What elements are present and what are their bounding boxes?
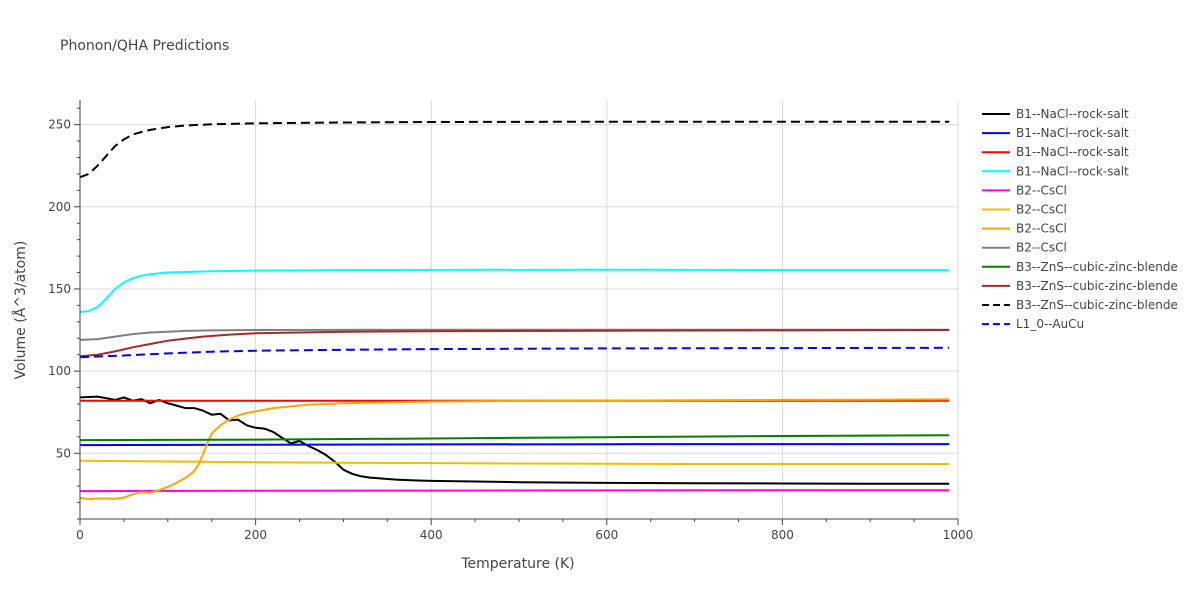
legend-label: B1--NaCl--rock-salt: [1016, 107, 1129, 121]
series-line-12: [79, 346, 950, 359]
legend-item[interactable]: B1--NaCl--rock-salt: [982, 126, 1129, 140]
legend-label: L1_0--AuCu: [1016, 317, 1084, 331]
x-axis-title: Temperature (K): [460, 556, 574, 572]
legend-item[interactable]: B3--ZnS--cubic-zinc-blende: [982, 279, 1178, 293]
y-tick-label: 200: [48, 200, 71, 214]
y-tick-label: 50: [56, 446, 71, 460]
series-line-5: [79, 489, 950, 493]
series-line-7: [79, 398, 950, 501]
legend-item[interactable]: L1_0--AuCu: [982, 317, 1084, 331]
y-axis-title: Volume (Å^3/atom): [12, 241, 29, 380]
series-line-9: [79, 434, 950, 442]
legend-item[interactable]: B2--CsCl: [982, 222, 1067, 236]
legend-item[interactable]: B2--CsCl: [982, 241, 1067, 255]
legend-label: B1--NaCl--rock-salt: [1016, 164, 1129, 178]
x-tick-label: 0: [76, 528, 84, 542]
series-line-4: [79, 268, 950, 313]
legend-item[interactable]: B3--ZnS--cubic-zinc-blende: [982, 298, 1178, 312]
legend[interactable]: B1--NaCl--rock-salt B1--NaCl--rock-salt B1…: [982, 107, 1178, 331]
legend-item[interactable]: B1--NaCl--rock-salt: [982, 164, 1129, 178]
y-tick-label: 250: [48, 118, 71, 132]
legend-label: B1--NaCl--rock-salt: [1016, 145, 1129, 159]
legend-item[interactable]: B2--CsCl: [982, 183, 1067, 197]
legend-item[interactable]: B2--CsCl: [982, 203, 1067, 217]
y-tick-label: 150: [48, 282, 71, 296]
series-line-11: [79, 120, 950, 179]
y-tick-label: 100: [48, 364, 71, 378]
x-tick-label: 1000: [943, 528, 974, 542]
plot-area: [79, 120, 950, 501]
series-line-10: [79, 329, 950, 358]
legend-label: B2--CsCl: [1016, 183, 1067, 197]
legend-item[interactable]: B3--ZnS--cubic-zinc-blende: [982, 260, 1178, 274]
x-tick-label: 800: [771, 528, 794, 542]
series-line-2: [79, 443, 950, 447]
series-line-1: [79, 395, 950, 485]
x-tick-label: 400: [420, 528, 443, 542]
axes: 0 200 400 600 800 1000 50 100 150 200 250: [48, 100, 973, 542]
legend-item[interactable]: B1--NaCl--rock-salt: [982, 107, 1129, 121]
grid: [80, 100, 959, 519]
legend-label: B2--CsCl: [1016, 203, 1067, 217]
legend-label: B3--ZnS--cubic-zinc-blende: [1016, 279, 1178, 293]
chart-title: Phonon/QHA Predictions: [60, 38, 229, 54]
legend-label: B2--CsCl: [1016, 222, 1067, 236]
series-line-6: [79, 459, 950, 465]
x-tick-label: 600: [595, 528, 618, 542]
legend-label: B3--ZnS--cubic-zinc-blende: [1016, 260, 1178, 274]
legend-label: B3--ZnS--cubic-zinc-blende: [1016, 298, 1178, 312]
legend-label: B1--NaCl--rock-salt: [1016, 126, 1129, 140]
legend-label: B2--CsCl: [1016, 241, 1067, 255]
x-tick-label: 200: [244, 528, 267, 542]
series-line-8: [79, 328, 950, 341]
legend-item[interactable]: B1--NaCl--rock-salt: [982, 145, 1129, 159]
